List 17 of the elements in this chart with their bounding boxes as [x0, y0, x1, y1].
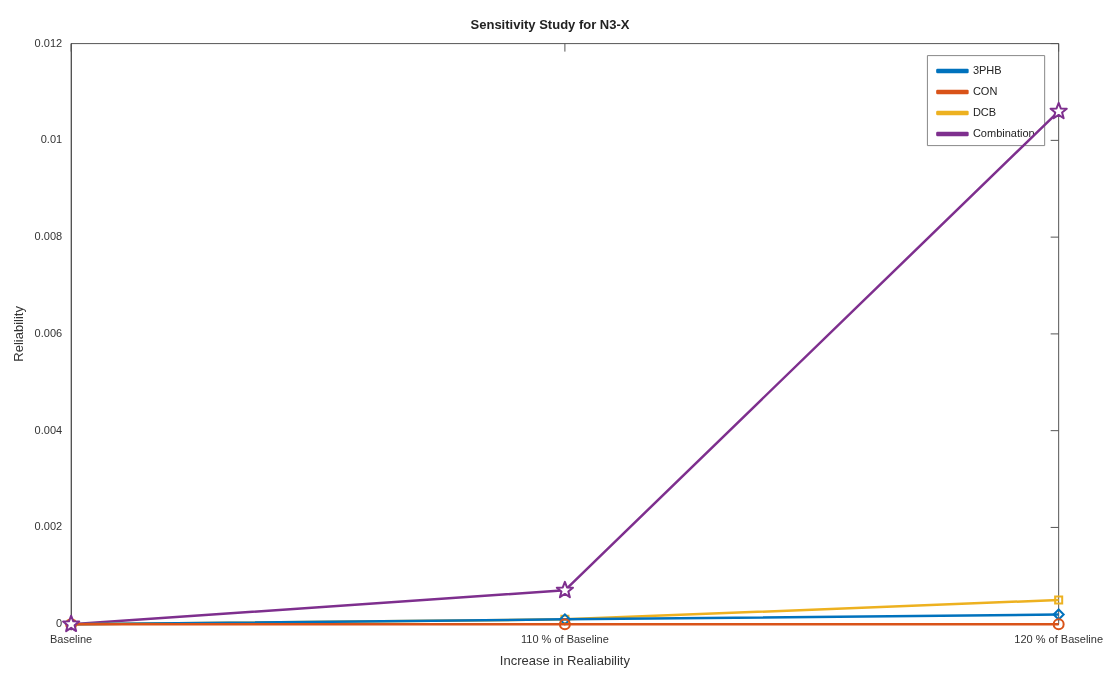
- y-axis-title: Reliability: [11, 305, 27, 362]
- legend-label: DCB: [972, 106, 997, 119]
- y-tick-label: 0.002: [34, 520, 63, 533]
- legend-label: Combination: [972, 127, 1035, 140]
- y-tick-label: 0.012: [34, 36, 63, 49]
- legend-label: 3PHB: [972, 64, 1002, 77]
- y-tick-label: 0.004: [34, 423, 63, 436]
- y-tick-label: 0.006: [34, 326, 63, 339]
- x-tick-label: 110 % of Baseline: [520, 632, 609, 645]
- y-tick-label: 0.008: [34, 230, 63, 243]
- chart-title: Sensitivity Study for N3-X: [470, 17, 630, 33]
- x-tick-label: 120 % of Baseline: [1014, 632, 1103, 645]
- y-tick-label: 0.01: [40, 133, 63, 146]
- x-tick-label: Baseline: [50, 632, 93, 645]
- y-tick-label: 0: [56, 617, 63, 630]
- x-axis-title: Increase in Realiability: [499, 652, 631, 668]
- legend-label: CON: [972, 85, 998, 98]
